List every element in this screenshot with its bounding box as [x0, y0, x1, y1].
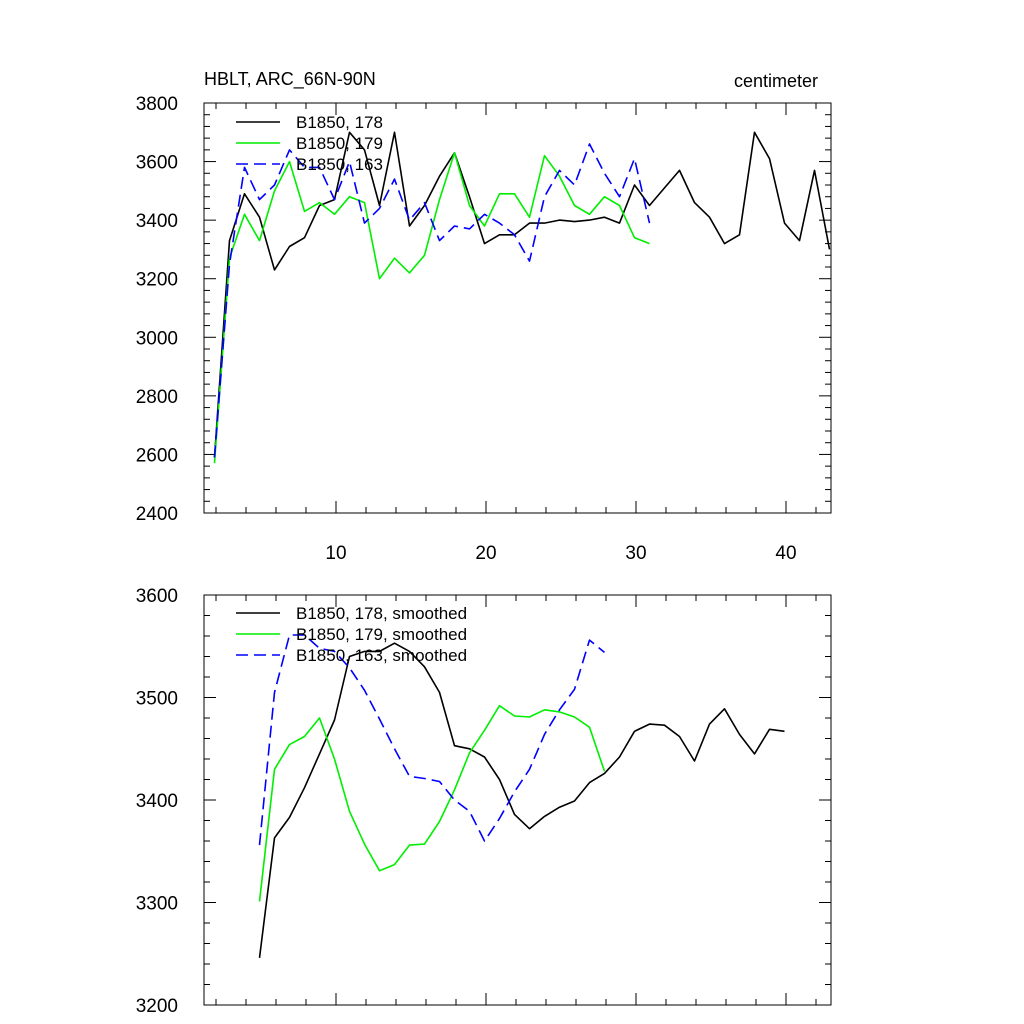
- y-tick-label: 3600: [136, 153, 178, 174]
- y-tick-label: 3800: [136, 94, 178, 115]
- top-panel: HBLT, ARC_66N-90N centimeter 2400 2600 280…: [136, 69, 832, 564]
- legend: B1850, 178, smoothed B1850, 179, smoothed…: [236, 604, 467, 665]
- x-tick-label: 40: [775, 543, 796, 564]
- bottom-panel: 3200 3300 3400 3500 3600 B1850, 178, smoothe…: [136, 586, 832, 1017]
- series-line-2: [258, 704, 606, 902]
- series-line-3: [258, 634, 606, 846]
- legend-label: B1850, 179: [296, 134, 383, 153]
- x-tick-label: 10: [325, 543, 346, 564]
- series-line-3: [213, 143, 651, 458]
- series-line-1: [258, 642, 785, 958]
- y-tick-label: 3600: [136, 586, 178, 607]
- y-tick-label: 2400: [136, 504, 178, 525]
- plot-frame: [203, 102, 832, 514]
- legend-label: B1850, 178, smoothed: [296, 604, 467, 623]
- y-tick-label: 3200: [136, 996, 178, 1017]
- plot-series: [213, 131, 831, 464]
- chart-title: HBLT, ARC_66N-90N: [204, 69, 376, 90]
- x-tick-label: 20: [475, 543, 496, 564]
- plot-series: [258, 634, 785, 958]
- legend-label: B1850, 178: [296, 113, 383, 132]
- legend-label: B1850, 179, smoothed: [296, 625, 467, 644]
- y-tick-label: 3400: [136, 211, 178, 232]
- y-tick-label: 3000: [136, 328, 178, 349]
- y-tick-label: 2600: [136, 445, 178, 466]
- y-tick-label: 2800: [136, 387, 178, 408]
- y-tick-label: 3200: [136, 270, 178, 291]
- axis-ticks: 3200 3300 3400 3500 3600: [136, 586, 831, 1017]
- x-tick-label: 30: [625, 543, 646, 564]
- y-tick-label: 3300: [136, 894, 178, 915]
- y-tick-label: 3400: [136, 791, 178, 812]
- legend-label: B1850, 163: [296, 155, 383, 174]
- legend-label: B1850, 163, smoothed: [296, 646, 467, 665]
- axis-ticks: 2400 2600 2800 3000 3200 3400 3600 3800 10 20 30 40: [136, 94, 831, 564]
- y-tick-label: 3500: [136, 689, 178, 710]
- legend: B1850, 178 B1850, 179 B1850, 163: [236, 113, 383, 174]
- series-line-1: [213, 131, 831, 458]
- series-line-2: [213, 152, 650, 464]
- units-label: centimeter: [734, 71, 818, 91]
